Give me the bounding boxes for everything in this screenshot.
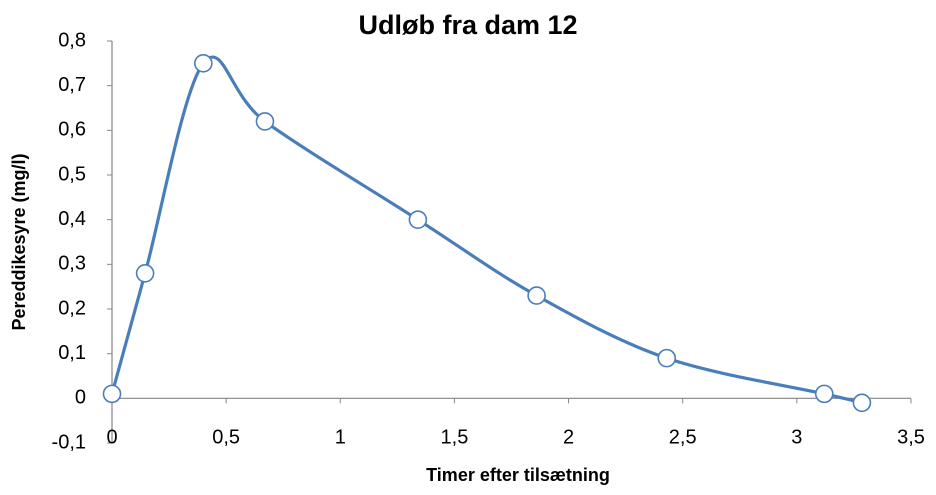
data-point <box>527 286 546 305</box>
data-point <box>135 263 155 283</box>
y-tick-label: 0,5 <box>58 163 86 185</box>
y-tick-label: 0,1 <box>58 342 86 364</box>
data-point <box>408 210 428 229</box>
y-tick-label: 0,8 <box>58 29 86 51</box>
y-axis-label: Pereddikesyre (mg/l) <box>9 153 29 330</box>
x-tick-label: 2 <box>563 426 574 448</box>
x-tick-label: 3 <box>791 426 802 448</box>
data-point <box>657 348 677 368</box>
data-point <box>102 384 122 404</box>
x-axis-label: Timer efter tilsætning <box>426 465 610 485</box>
x-tick-label: 3,5 <box>897 426 925 448</box>
x-tick-label: 0,5 <box>212 426 240 448</box>
data-point <box>255 112 275 131</box>
y-tick-label: 0,2 <box>58 297 86 319</box>
x-tick-label: 1 <box>335 426 346 448</box>
y-tick-label: 0,3 <box>58 253 86 275</box>
y-tick-label: 0 <box>75 387 86 409</box>
x-tick-label: 1,5 <box>441 426 469 448</box>
y-tick-label: 0,7 <box>58 74 86 96</box>
y-tick-label: 0,4 <box>58 208 86 230</box>
y-tick-label: -0,1 <box>52 431 86 453</box>
series-line <box>110 55 863 405</box>
y-tick-label: 0,6 <box>58 119 86 141</box>
x-tick-label: 2,5 <box>669 426 697 448</box>
data-point <box>814 384 834 404</box>
chart-title: Udløb fra dam 12 <box>358 10 577 40</box>
data-point <box>194 54 213 73</box>
data-point <box>852 393 872 413</box>
x-tick-label: 0 <box>106 426 117 448</box>
